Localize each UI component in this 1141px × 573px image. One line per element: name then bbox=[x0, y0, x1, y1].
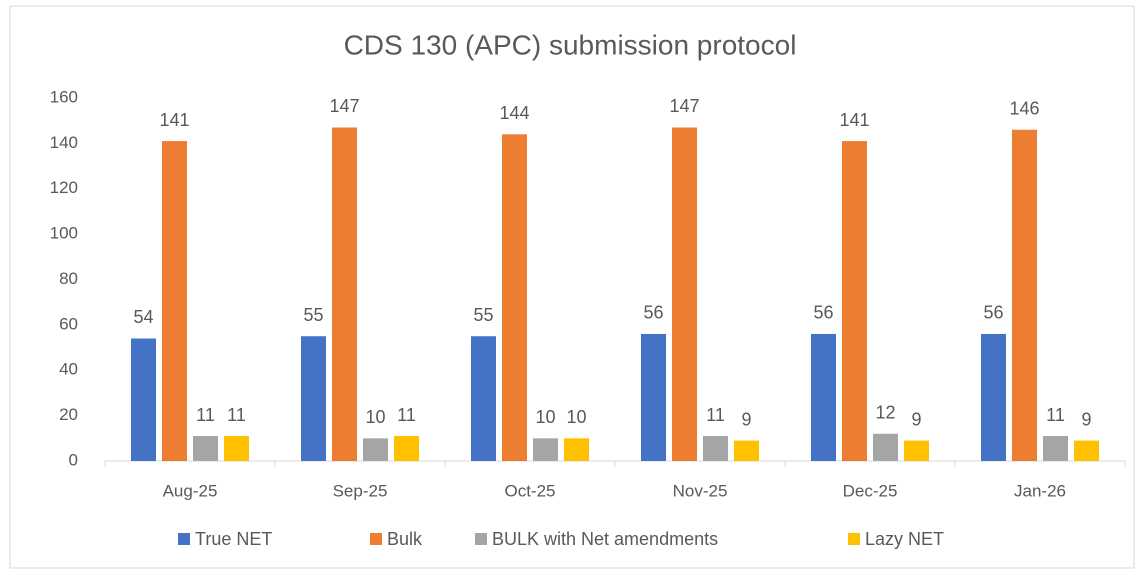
x-tick-label: Oct-25 bbox=[504, 481, 555, 500]
legend-label: BULK with Net amendments bbox=[492, 529, 718, 549]
bar bbox=[811, 333, 836, 461]
legend-swatch bbox=[178, 533, 190, 545]
y-tick-label: 80 bbox=[59, 269, 78, 288]
bar bbox=[842, 141, 867, 461]
bar bbox=[873, 433, 898, 461]
data-label: 12 bbox=[875, 403, 895, 423]
legend-swatch bbox=[848, 533, 860, 545]
bar bbox=[641, 333, 666, 461]
chart-title: CDS 130 (APC) submission protocol bbox=[344, 29, 797, 60]
bar bbox=[502, 134, 527, 462]
data-label: 55 bbox=[303, 305, 323, 325]
data-label: 56 bbox=[643, 303, 663, 323]
bar bbox=[224, 436, 249, 461]
data-label: 11 bbox=[196, 405, 215, 425]
bar bbox=[1074, 440, 1099, 461]
data-label: 144 bbox=[499, 103, 529, 123]
bar bbox=[363, 438, 388, 461]
data-label: 10 bbox=[535, 407, 555, 427]
bar bbox=[301, 336, 326, 461]
data-label: 147 bbox=[669, 96, 699, 116]
y-tick-label: 40 bbox=[59, 360, 78, 379]
x-tick-label: Aug-25 bbox=[163, 481, 218, 500]
data-label: 56 bbox=[813, 303, 833, 323]
bar bbox=[471, 336, 496, 461]
legend-label: Lazy NET bbox=[865, 529, 944, 549]
data-label: 10 bbox=[566, 407, 586, 427]
data-label: 10 bbox=[365, 407, 385, 427]
bar bbox=[533, 438, 558, 461]
bar bbox=[394, 436, 419, 461]
x-tick-label: Nov-25 bbox=[673, 481, 728, 500]
y-tick-label: 120 bbox=[50, 178, 78, 197]
data-label: 11 bbox=[397, 405, 416, 425]
legend-label: Bulk bbox=[387, 529, 423, 549]
bar bbox=[193, 436, 218, 461]
y-tick-label: 100 bbox=[50, 224, 78, 243]
x-tick-label: Sep-25 bbox=[333, 481, 388, 500]
data-label: 9 bbox=[911, 409, 921, 429]
bar bbox=[703, 436, 728, 461]
y-tick-label: 0 bbox=[69, 450, 78, 469]
bar bbox=[981, 333, 1006, 461]
data-label: 11 bbox=[1046, 405, 1065, 425]
data-label: 141 bbox=[159, 110, 189, 130]
y-tick-label: 160 bbox=[50, 87, 78, 106]
y-tick-label: 140 bbox=[50, 133, 78, 152]
data-label: 146 bbox=[1009, 99, 1039, 119]
bar bbox=[1012, 129, 1037, 461]
data-label: 9 bbox=[741, 409, 751, 429]
x-tick-label: Dec-25 bbox=[843, 481, 898, 500]
data-label: 55 bbox=[473, 305, 493, 325]
y-tick-label: 20 bbox=[59, 405, 78, 424]
legend-swatch bbox=[370, 533, 382, 545]
y-tick-label: 60 bbox=[59, 314, 78, 333]
bar bbox=[672, 127, 697, 462]
bar bbox=[734, 440, 759, 461]
legend-label: True NET bbox=[195, 529, 272, 549]
bar bbox=[131, 338, 156, 461]
bar bbox=[564, 438, 589, 461]
data-label: 56 bbox=[983, 303, 1003, 323]
chart-border bbox=[9, 5, 1135, 569]
data-label: 11 bbox=[227, 405, 246, 425]
data-label: 147 bbox=[329, 96, 359, 116]
data-label: 54 bbox=[133, 307, 153, 327]
bar bbox=[332, 127, 357, 462]
bar bbox=[904, 440, 929, 461]
legend-swatch bbox=[475, 533, 487, 545]
bar bbox=[1043, 436, 1068, 461]
bar bbox=[162, 141, 187, 461]
data-label: 11 bbox=[706, 405, 725, 425]
x-tick-label: Jan-26 bbox=[1014, 481, 1066, 500]
data-label: 141 bbox=[839, 110, 869, 130]
data-label: 9 bbox=[1081, 409, 1091, 429]
